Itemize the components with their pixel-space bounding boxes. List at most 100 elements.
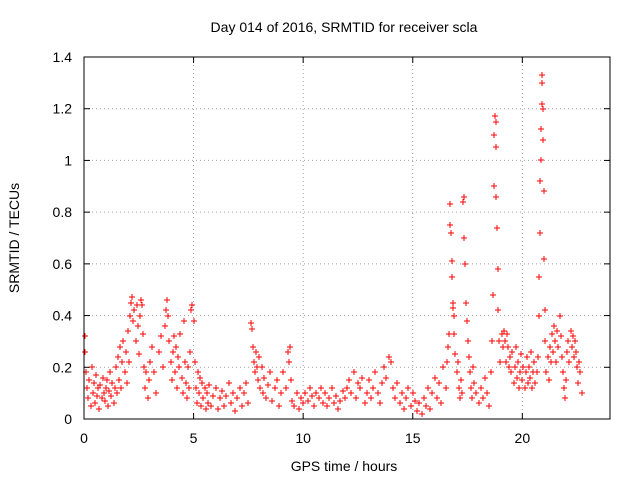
data-point [484, 390, 490, 396]
data-point [471, 380, 477, 386]
data-point [541, 256, 547, 262]
data-point [564, 349, 570, 355]
data-point [552, 338, 558, 344]
data-point [130, 318, 136, 324]
data-point [344, 385, 350, 391]
data-point [84, 385, 90, 391]
data-point [113, 364, 119, 370]
data-point [169, 377, 175, 383]
data-point [263, 395, 269, 401]
data-point [532, 380, 538, 386]
data-point [493, 194, 499, 200]
data-point [117, 344, 123, 350]
data-point [143, 369, 149, 375]
data-point [342, 395, 348, 401]
data-point [457, 395, 463, 401]
data-point [577, 369, 583, 375]
data-point [399, 390, 405, 396]
y-tick-label: 0.8 [53, 204, 73, 220]
data-point [174, 385, 180, 391]
data-point [425, 385, 431, 391]
y-tick-label: 1.4 [53, 49, 73, 65]
plot-frame [83, 56, 611, 420]
data-point [480, 395, 486, 401]
data-point [570, 333, 576, 339]
data-point [94, 393, 100, 399]
data-point [172, 369, 178, 375]
data-point [248, 320, 254, 326]
data-point [449, 274, 455, 280]
data-point [283, 385, 289, 391]
data-point [423, 403, 429, 409]
x-tick-label: 20 [515, 430, 531, 446]
data-point [146, 377, 152, 383]
data-point [538, 126, 544, 132]
data-points [82, 72, 585, 417]
data-point [542, 307, 548, 313]
data-point [546, 377, 552, 383]
data-point [335, 406, 341, 412]
data-point [195, 369, 201, 375]
data-point [180, 390, 186, 396]
data-point [518, 351, 524, 357]
data-point [357, 385, 363, 391]
data-point [375, 390, 381, 396]
data-point [444, 359, 450, 365]
data-point [118, 385, 124, 391]
data-point [188, 307, 194, 313]
data-point [443, 385, 449, 391]
data-point [563, 377, 569, 383]
data-point [226, 380, 232, 386]
data-point [514, 375, 520, 381]
data-point [92, 400, 98, 406]
data-point [96, 406, 102, 412]
x-tick-label: 15 [405, 430, 421, 446]
data-point [465, 338, 471, 344]
data-point [149, 344, 155, 350]
data-point [469, 395, 475, 401]
data-point [467, 369, 473, 375]
data-point [549, 331, 555, 337]
data-point [463, 300, 469, 306]
data-point [504, 331, 510, 337]
data-point [194, 400, 200, 406]
data-point [488, 369, 494, 375]
data-point [388, 359, 394, 365]
data-point [129, 294, 135, 300]
data-point [108, 393, 114, 399]
data-point [523, 369, 529, 375]
data-point [539, 80, 545, 86]
data-point [452, 351, 458, 357]
data-point [381, 364, 387, 370]
data-point [300, 400, 306, 406]
data-point [253, 349, 259, 355]
data-point [421, 395, 427, 401]
y-tick-label: 1 [64, 152, 72, 168]
data-point [515, 359, 521, 365]
data-point [462, 261, 468, 267]
data-point [401, 406, 407, 412]
x-tick-labels: 0 5 10 15 20 [80, 430, 530, 446]
data-point [88, 403, 94, 409]
data-point [86, 377, 92, 383]
data-point [505, 344, 511, 350]
data-point [517, 369, 523, 375]
data-point [408, 403, 414, 409]
data-point [440, 364, 446, 370]
data-point [412, 398, 418, 404]
data-point [199, 380, 205, 386]
y-tick-label: 0.2 [53, 359, 73, 375]
data-point [496, 338, 502, 344]
data-point [313, 390, 319, 396]
data-point [170, 349, 176, 355]
data-point [478, 385, 484, 391]
data-point [456, 385, 462, 391]
data-point [289, 398, 295, 404]
y-axis-label: SRMTID / TECUs [6, 183, 22, 293]
data-point [438, 400, 444, 406]
data-point [202, 385, 208, 391]
data-point [179, 375, 185, 381]
data-point [278, 390, 284, 396]
data-point [527, 375, 533, 381]
data-point [322, 390, 328, 396]
